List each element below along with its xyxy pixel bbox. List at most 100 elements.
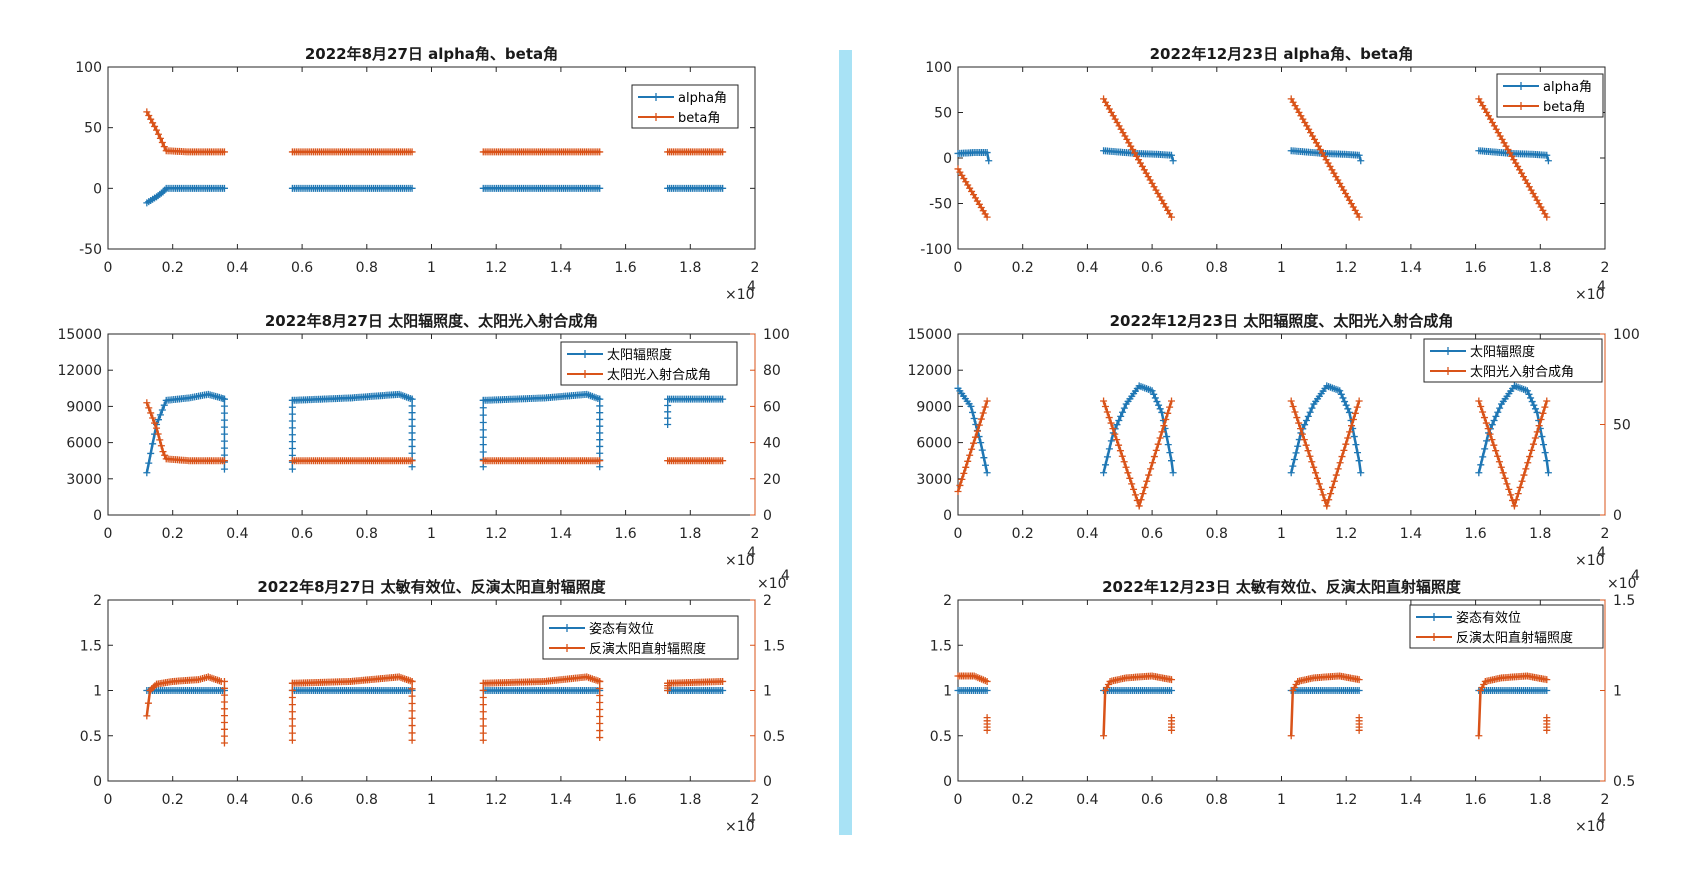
data-point [1341,398,1349,406]
data-point [147,409,155,417]
y2-exponent-power: 4 [1631,568,1640,584]
data-point [288,736,296,744]
x-exponent-power: 4 [747,811,756,827]
data-point [596,677,604,685]
data-point [596,691,604,699]
y-tick-label: 3000 [916,472,952,488]
y2-tick-label: 0.5 [763,729,785,745]
data-point [1543,726,1551,734]
data-point [1523,387,1531,395]
data-point [408,707,416,715]
data-point [1537,415,1545,423]
y-tick-label: 0 [93,774,102,790]
data-point [983,469,991,477]
data-point [408,714,416,722]
x-tick-label: 0.6 [291,526,313,542]
data-point [158,138,166,146]
x-tick-label: 1 [1277,792,1286,808]
data-point [968,445,976,453]
data-point [1492,447,1500,455]
x-tick-label: 0 [954,260,963,276]
y-tick-label: 3000 [66,472,102,488]
data-point [1475,397,1483,405]
x-tick-label: 1.8 [1529,260,1551,276]
x-tick-label: 0.6 [291,260,313,276]
data-point [981,461,989,469]
data-point [408,677,416,685]
data-point [1355,726,1363,734]
data-point [156,134,164,142]
chart-title: 2022年8月27日 太阳辐照度、太阳光入射合成角 [265,312,598,330]
x-exponent-label: ×10 [1575,553,1605,569]
data-point [1355,457,1363,465]
data-point [220,705,228,713]
y-tick-label: 15000 [57,327,102,343]
y2-tick-label: 1.5 [763,638,785,654]
data-point [1295,419,1303,427]
y-tick-label: 100 [925,60,952,76]
data-point [1530,401,1538,409]
series-1 [143,184,727,207]
x-tick-label: 1.6 [614,526,636,542]
data-point [1480,414,1488,422]
y-tick-label: 2 [943,593,952,609]
x-tick-label: 1.2 [485,260,507,276]
data-point [596,734,604,742]
data-point [1355,213,1363,221]
data-point [1133,496,1141,504]
data-point [1124,469,1132,477]
data-point [1104,680,1112,688]
data-point [1533,408,1541,416]
data-point [1292,680,1300,688]
data-point [1327,490,1335,498]
data-point [1499,469,1507,477]
data-point [1490,441,1498,449]
data-point [1103,408,1111,416]
data-point [408,422,416,430]
data-point [1351,409,1359,417]
x-tick-label: 2 [751,260,760,276]
y-tick-label: 9000 [916,399,952,415]
data-point [1292,449,1300,457]
x-tick-label: 0.2 [1012,792,1034,808]
data-point [288,708,296,716]
data-point [719,148,727,156]
data-point [1486,430,1494,438]
data-point [1541,449,1549,457]
x-tick-label: 1.8 [1529,526,1551,542]
data-point [1290,683,1298,691]
data-point [1306,408,1314,416]
data-point [408,415,416,423]
data-point [1531,434,1539,442]
data-point [1164,441,1172,449]
data-point [1339,394,1347,402]
series-1 [954,382,1552,477]
data-point [1496,404,1504,412]
y2-tick-label: 1 [1613,684,1622,700]
y-tick-label: 0.5 [80,729,102,745]
data-point [1120,458,1128,466]
data-point [1342,401,1350,409]
y2-exponent-power: 4 [781,568,790,584]
data-point [1346,428,1354,436]
data-point [408,184,416,192]
data-point [978,446,986,454]
data-point [408,457,416,465]
data-point [288,679,296,687]
data-point [966,451,974,459]
data-point [1315,480,1323,488]
data-point [960,469,968,477]
data-point [1109,425,1117,433]
x-exponent-power: 4 [1597,811,1606,827]
data-point [1336,459,1344,467]
y-tick-label: 1 [943,684,952,700]
x-tick-label: 0 [104,792,113,808]
data-point [479,736,487,744]
data-point [149,414,157,422]
data-point [1107,437,1115,445]
y-tick-label: 0 [93,508,102,524]
legend-marker [1430,613,1438,621]
data-point [954,487,962,495]
data-point [969,408,977,416]
data-point [1518,477,1526,485]
